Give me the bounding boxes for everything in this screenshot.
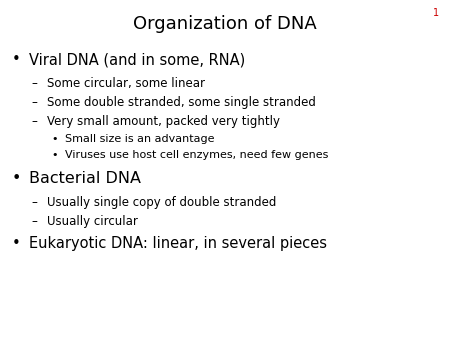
Text: –: – [32,215,37,228]
Text: •: • [11,236,20,251]
Text: –: – [32,96,37,109]
Text: •: • [52,150,58,161]
Text: Usually circular: Usually circular [47,215,138,228]
Text: Small size is an advantage: Small size is an advantage [65,134,215,144]
Text: Some double stranded, some single stranded: Some double stranded, some single strand… [47,96,316,109]
Text: –: – [32,196,37,209]
Text: Eukaryotic DNA: linear, in several pieces: Eukaryotic DNA: linear, in several piece… [29,236,327,251]
Text: Organization of DNA: Organization of DNA [133,15,317,33]
Text: –: – [32,77,37,90]
Text: •: • [52,134,58,144]
Text: 1: 1 [432,8,439,19]
Text: •: • [11,171,21,186]
Text: Very small amount, packed very tightly: Very small amount, packed very tightly [47,115,280,128]
Text: Bacterial DNA: Bacterial DNA [29,171,141,186]
Text: Usually single copy of double stranded: Usually single copy of double stranded [47,196,277,209]
Text: –: – [32,115,37,128]
Text: •: • [11,52,20,67]
Text: Viral DNA (and in some, RNA): Viral DNA (and in some, RNA) [29,52,246,67]
Text: Viruses use host cell enzymes, need few genes: Viruses use host cell enzymes, need few … [65,150,328,161]
Text: Some circular, some linear: Some circular, some linear [47,77,205,90]
